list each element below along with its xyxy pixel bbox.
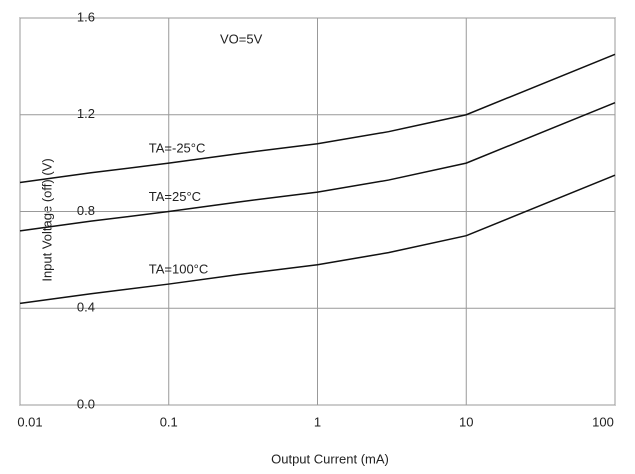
x-tick-label: 1 — [314, 414, 321, 429]
annotation: VO=5V — [220, 31, 263, 46]
y-tick-label: 0.4 — [77, 300, 95, 315]
y-axis-label: Input Voltage (off) (V) — [39, 158, 54, 281]
series-label: TA=25°C — [149, 189, 201, 204]
x-axis-label: Output Current (mA) — [271, 451, 389, 466]
y-tick-label: 1.2 — [77, 106, 95, 121]
y-tick-label: 0.8 — [77, 203, 95, 218]
chart: Output Current (mA) Input Voltage (off) … — [0, 0, 635, 474]
x-tick-label: 100 — [592, 414, 614, 429]
x-tick-label: 10 — [459, 414, 473, 429]
series-label: TA=100°C — [149, 262, 209, 277]
x-tick-label: 0.1 — [160, 414, 178, 429]
y-tick-label: 1.6 — [77, 9, 95, 24]
y-tick-label: 0.0 — [77, 396, 95, 411]
series-label: TA=-25°C — [149, 141, 206, 156]
x-tick-label: 0.01 — [17, 414, 42, 429]
